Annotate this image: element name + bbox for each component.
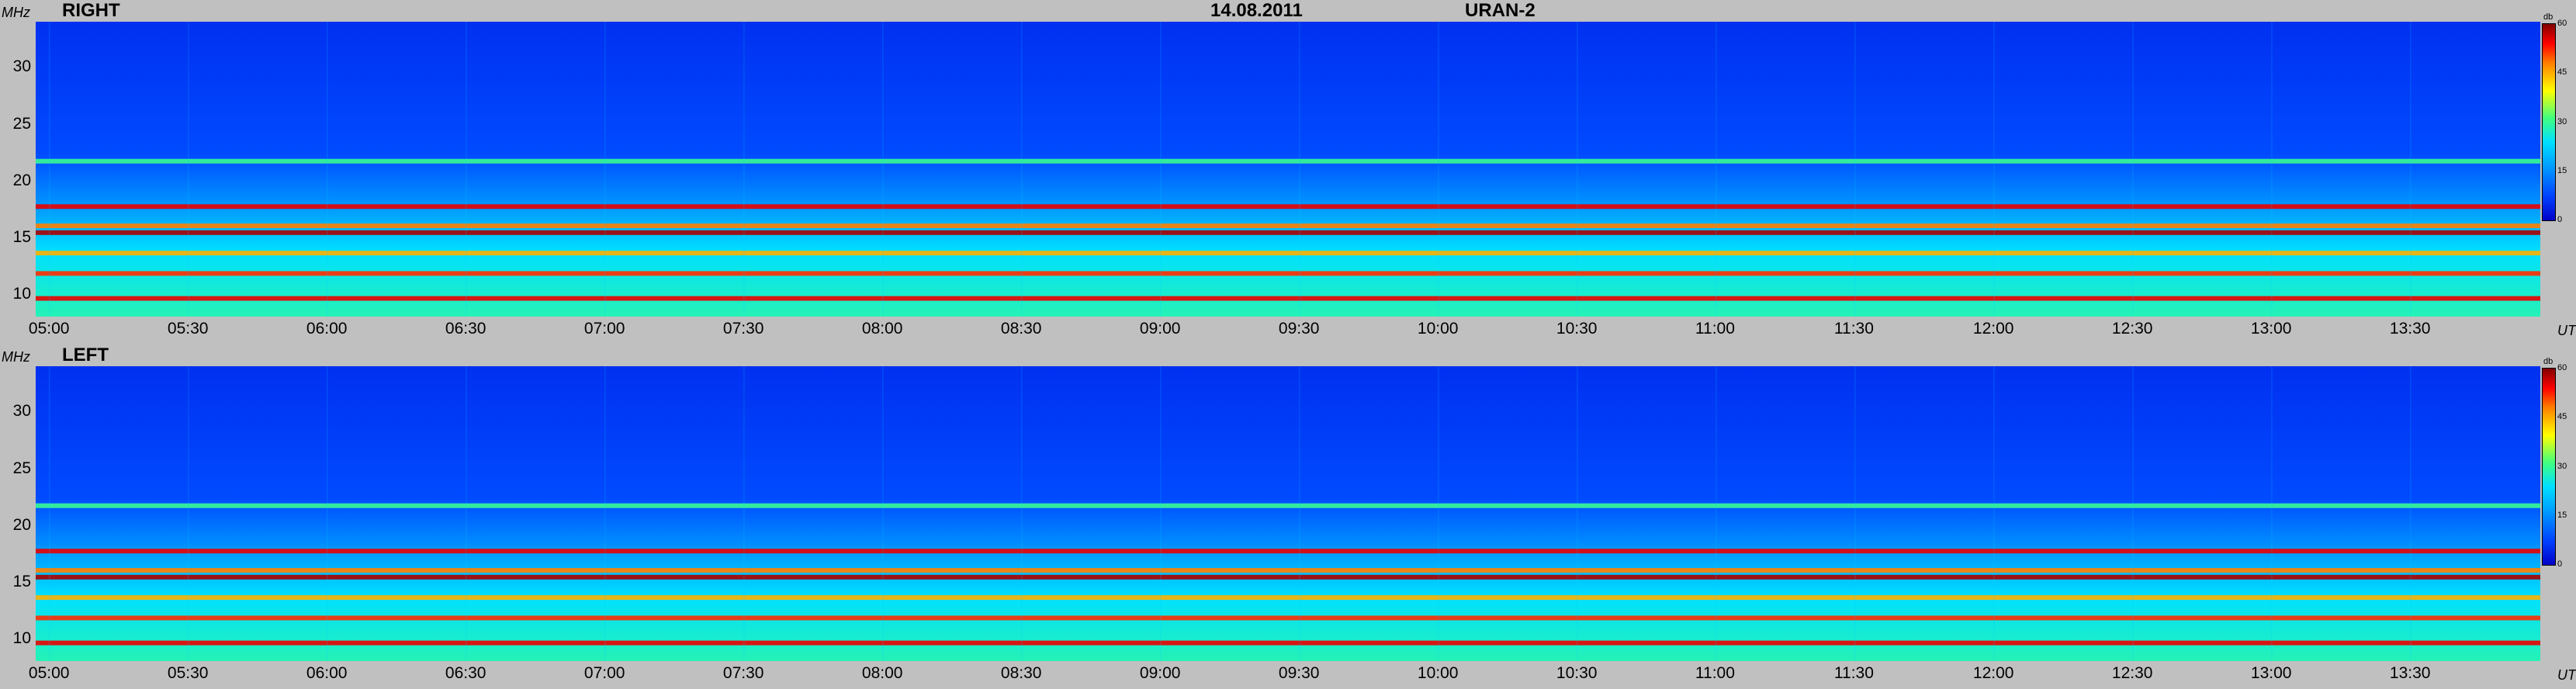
x-tick-label: 08:30 bbox=[1000, 320, 1042, 338]
spectrogram-right bbox=[36, 22, 2540, 317]
frequency-band bbox=[36, 230, 2540, 235]
instrument-label: URAN-2 bbox=[1465, 0, 1536, 21]
y-tick-label: 10 bbox=[12, 284, 31, 303]
x-tick-label: 09:30 bbox=[1278, 320, 1320, 338]
x-tick-label: 10:00 bbox=[1417, 320, 1459, 338]
frequency-band bbox=[36, 223, 2540, 229]
frequency-band bbox=[36, 595, 2540, 601]
colorbar-tick-label: 30 bbox=[2557, 461, 2567, 471]
x-tick-label: 10:00 bbox=[1417, 664, 1459, 682]
y-tick-label: 25 bbox=[12, 114, 31, 133]
x-tick-label: 05:30 bbox=[167, 664, 209, 682]
x-tick-label: 09:00 bbox=[1139, 664, 1181, 682]
frequency-band bbox=[36, 574, 2540, 580]
panel-title-left: LEFT bbox=[62, 344, 109, 365]
x-unit-left: UT bbox=[2557, 667, 2576, 683]
colorbar-left bbox=[2542, 368, 2556, 566]
x-unit-right: UT bbox=[2557, 323, 2576, 338]
y-tick-label: 10 bbox=[12, 628, 31, 647]
frequency-band bbox=[36, 568, 2540, 573]
spectrogram-left bbox=[36, 366, 2540, 661]
x-tick-label: 07:00 bbox=[583, 664, 625, 682]
x-tick-label: 11:00 bbox=[1695, 664, 1735, 682]
x-tick-label: 08:00 bbox=[861, 320, 903, 338]
colorbar-tick-label: 45 bbox=[2557, 68, 2567, 78]
x-tick-label: 13:30 bbox=[2389, 664, 2431, 682]
y-tick-label: 15 bbox=[12, 572, 31, 590]
frequency-band bbox=[36, 271, 2540, 276]
spectrogram-background bbox=[36, 366, 2540, 661]
colorbar-tick-label: 60 bbox=[2557, 363, 2567, 372]
spectrogram-background bbox=[36, 22, 2540, 317]
colorbar-tick-label: 0 bbox=[2557, 215, 2563, 224]
frequency-band bbox=[36, 158, 2540, 164]
x-tick-label: 09:00 bbox=[1139, 320, 1181, 338]
x-tick-label: 11:00 bbox=[1695, 320, 1735, 338]
y-tick-label: 20 bbox=[12, 171, 31, 189]
frequency-band bbox=[36, 640, 2540, 646]
colorbar-tick-label: 15 bbox=[2557, 165, 2567, 175]
x-tick-label: 07:30 bbox=[722, 320, 764, 338]
colorbar-tick-label: 0 bbox=[2557, 559, 2563, 569]
y-tick-label: 30 bbox=[12, 402, 31, 421]
colorbar-tick-label: 60 bbox=[2557, 19, 2567, 28]
y-tick-label: 15 bbox=[12, 227, 31, 246]
x-tick-label: 06:00 bbox=[306, 320, 348, 338]
frequency-band bbox=[36, 251, 2540, 256]
x-tick-label: 05:00 bbox=[28, 320, 70, 338]
x-tick-label: 10:30 bbox=[1556, 664, 1598, 682]
y-tick-label: 20 bbox=[12, 515, 31, 534]
frequency-band bbox=[36, 296, 2540, 301]
x-tick-label: 12:30 bbox=[2111, 664, 2153, 682]
x-tick-label: 06:00 bbox=[306, 664, 348, 682]
x-tick-label: 06:30 bbox=[445, 664, 486, 682]
panel-title-right: RIGHT bbox=[62, 0, 120, 21]
x-tick-label: 07:00 bbox=[583, 320, 625, 338]
x-tick-label: 09:30 bbox=[1278, 664, 1320, 682]
x-tick-label: 12:00 bbox=[1972, 320, 2014, 338]
colorbar-unit-right: db bbox=[2543, 12, 2553, 22]
frequency-band bbox=[36, 503, 2540, 508]
x-tick-label: 07:30 bbox=[722, 664, 764, 682]
colorbar-tick-label: 30 bbox=[2557, 116, 2567, 126]
frequency-band bbox=[36, 549, 2540, 554]
x-tick-label: 13:00 bbox=[2250, 320, 2292, 338]
x-tick-label: 12:30 bbox=[2111, 320, 2153, 338]
x-tick-label: 05:30 bbox=[167, 320, 209, 338]
y-tick-label: 30 bbox=[12, 57, 31, 76]
y-unit-right: MHz bbox=[2, 5, 30, 20]
x-tick-label: 08:00 bbox=[861, 664, 903, 682]
colorbar-right bbox=[2542, 23, 2556, 221]
x-tick-label: 10:30 bbox=[1556, 320, 1598, 338]
colorbar-tick-label: 45 bbox=[2557, 412, 2567, 422]
x-tick-label: 12:00 bbox=[1972, 664, 2014, 682]
colorbar-unit-left: db bbox=[2543, 357, 2553, 366]
x-tick-label: 11:30 bbox=[1833, 664, 1874, 682]
colorbar-tick-label: 15 bbox=[2557, 510, 2567, 520]
x-tick-label: 05:00 bbox=[28, 664, 70, 682]
x-tick-label: 13:00 bbox=[2250, 664, 2292, 682]
y-unit-left: MHz bbox=[2, 349, 30, 365]
x-tick-label: 06:30 bbox=[445, 320, 486, 338]
x-tick-label: 13:30 bbox=[2389, 320, 2431, 338]
y-tick-label: 25 bbox=[12, 459, 31, 477]
x-tick-label: 11:30 bbox=[1833, 320, 1874, 338]
frequency-band bbox=[36, 204, 2540, 209]
date-label: 14.08.2011 bbox=[1210, 0, 1303, 21]
frequency-band bbox=[36, 615, 2540, 621]
x-tick-label: 08:30 bbox=[1000, 664, 1042, 682]
